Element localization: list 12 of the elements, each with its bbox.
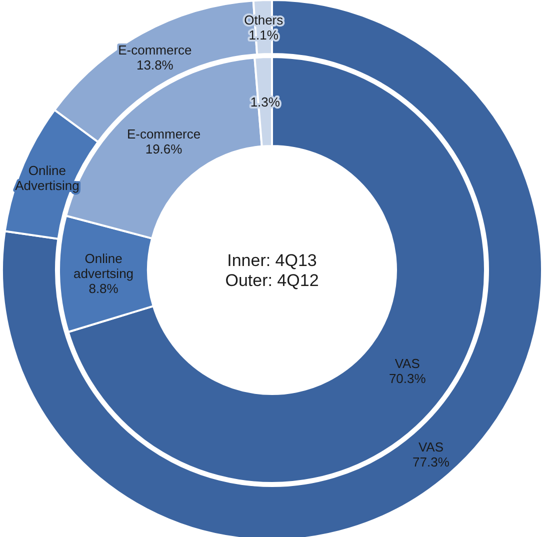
data-label: 70.3% [388, 370, 426, 386]
slice-label: E-commerce [118, 42, 192, 58]
text: Inner: 4Q13 [227, 251, 317, 270]
data-label: 13.8% [136, 58, 174, 73]
text: Outer: 4Q12 [225, 271, 319, 290]
data-label: 19.6% [145, 141, 183, 156]
data-label: 77.3% [412, 454, 450, 470]
slice-label: VAS [394, 356, 420, 371]
slice-label: E-commerce [126, 126, 201, 142]
slice-label: VAS [418, 439, 444, 454]
data-label: 8.8% [88, 281, 119, 296]
slice-label: Online advertsing [74, 251, 134, 282]
